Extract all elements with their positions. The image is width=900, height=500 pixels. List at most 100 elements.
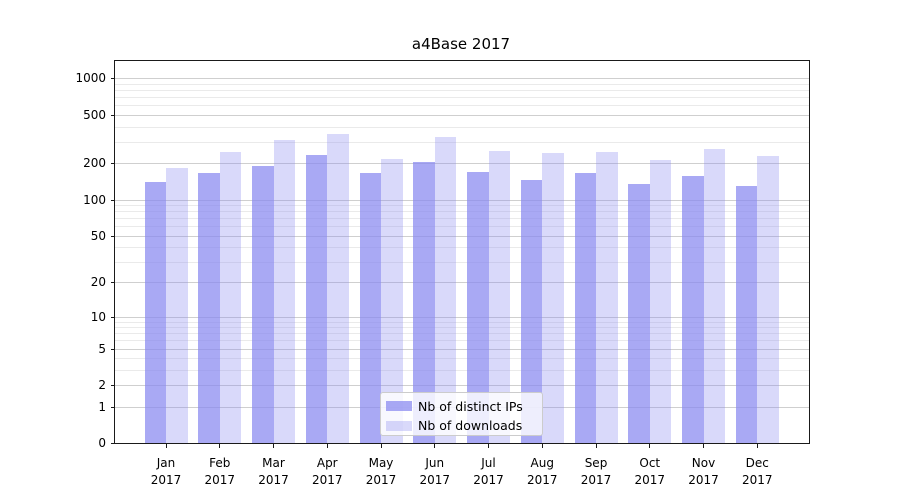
x-tick-year: 2017 [365, 472, 397, 487]
bar-apr-downloads [327, 133, 349, 444]
legend-swatch-distinct-ips [386, 401, 412, 411]
x-tick-mark [380, 444, 382, 448]
y-tick-mark [110, 443, 114, 445]
bar-mar-downloads [273, 139, 295, 444]
x-tick-month: Nov [691, 456, 716, 470]
y-tick-label-1: 1 [98, 399, 106, 414]
bar-jan-distinct-ips [144, 182, 166, 444]
bar-jun-downloads [434, 137, 457, 444]
y-gridline-minor [114, 211, 810, 213]
x-tick-year: 2017 [150, 472, 182, 487]
x-tick-year: 2017 [473, 472, 504, 487]
y-tick-mark [110, 163, 114, 165]
x-tick-label-nov: Nov 2017 [674, 455, 734, 488]
y-gridline-major-2 [114, 385, 810, 387]
bar-may-distinct-ips [359, 172, 381, 444]
y-gridline-minor [114, 218, 810, 220]
x-tick-month: Sep [584, 456, 608, 470]
y-tick-label-50: 50 [90, 228, 106, 243]
y-tick-label-1000: 1000 [75, 71, 106, 86]
x-tick-year: 2017 [688, 472, 719, 487]
x-tick-mark [273, 444, 274, 448]
bar-oct-downloads [649, 159, 672, 444]
x-tick-year: 2017 [204, 472, 236, 487]
x-tick-year: 2017 [634, 472, 666, 487]
x-tick-month: Jul [481, 456, 496, 470]
x-tick-mark [541, 444, 543, 448]
x-tick-year: 2017 [580, 472, 612, 487]
y-gridline-minor [114, 321, 810, 323]
legend: Nb of distinct IPs Nb of downloads [380, 392, 543, 436]
bar-nov-downloads [703, 148, 725, 444]
y-tick-mark [110, 316, 114, 318]
y-gridline-major-100 [114, 199, 810, 201]
bar-apr-distinct-ips [305, 154, 328, 444]
bar-feb-downloads [219, 152, 242, 444]
x-tick-year: 2017 [419, 472, 451, 487]
bar-aug-downloads [542, 153, 564, 444]
y-tick-mark [110, 348, 114, 350]
y-tick-mark [110, 406, 114, 408]
x-tick-mark [488, 444, 489, 448]
x-tick-mark [649, 444, 651, 448]
y-tick-label-100: 100 [83, 192, 106, 207]
x-tick-label-apr: Apr 2017 [297, 455, 357, 488]
bar-jan-downloads [166, 167, 188, 444]
x-tick-year: 2017 [311, 472, 343, 487]
y-gridline-major-1000 [114, 78, 810, 80]
y-tick-label-2: 2 [98, 378, 106, 393]
x-tick-label-mar: Mar 2017 [244, 455, 304, 488]
y-gridline-minor [114, 370, 810, 372]
x-tick-month: Oct [639, 456, 661, 470]
x-tick-month: Jun [425, 456, 445, 470]
bar-dec-distinct-ips [735, 185, 758, 444]
x-tick-month: May [368, 456, 394, 470]
x-tick-mark [595, 444, 597, 448]
x-tick-month: Aug [530, 456, 554, 470]
x-tick-mark [756, 444, 758, 448]
y-gridline-minor [114, 333, 810, 335]
bar-dec-downloads [757, 155, 779, 444]
x-tick-label-dec: Dec 2017 [727, 455, 787, 488]
x-tick-label-may: May 2017 [351, 455, 411, 488]
x-tick-label-sep: Sep 2017 [566, 455, 626, 488]
y-gridline-minor [114, 358, 810, 360]
bar-oct-distinct-ips [628, 184, 650, 444]
y-tick-mark [110, 199, 114, 201]
y-tick-label-0: 0 [98, 436, 106, 451]
x-tick-month: Jan [156, 456, 176, 470]
x-tick-mark [434, 444, 436, 448]
x-tick-label-jul: Jul 2017 [459, 455, 519, 488]
x-tick-month: Mar [262, 456, 285, 470]
y-tick-label-10: 10 [90, 309, 106, 324]
x-tick-mark [326, 444, 328, 448]
y-gridline-major-5 [114, 348, 810, 350]
bar-mar-distinct-ips [252, 165, 274, 444]
bar-jun-distinct-ips [413, 161, 435, 444]
y-gridline-major-200 [114, 163, 810, 165]
x-tick-label-jun: Jun 2017 [405, 455, 465, 488]
y-tick-label-200: 200 [83, 156, 106, 171]
y-gridline-minor [114, 327, 810, 329]
x-tick-mark [703, 444, 704, 448]
y-gridline-minor [114, 105, 810, 107]
x-tick-year: 2017 [526, 472, 558, 487]
y-tick-label-5: 5 [98, 341, 106, 356]
y-gridline-minor [114, 141, 810, 143]
x-tick-label-feb: Feb 2017 [190, 455, 250, 488]
y-gridline-major-50 [114, 235, 810, 237]
x-tick-mark [165, 444, 167, 448]
y-gridline-major-10 [114, 316, 810, 318]
bar-may-downloads [381, 158, 403, 444]
legend-label-distinct-ips: Nb of distinct IPs [418, 398, 523, 414]
x-tick-label-aug: Aug 2017 [512, 455, 572, 488]
y-gridline-minor [114, 126, 810, 128]
y-gridline-major-20 [114, 282, 810, 284]
bar-sep-distinct-ips [574, 172, 596, 444]
bar-feb-distinct-ips [198, 172, 220, 444]
y-tick-label-500: 500 [83, 108, 106, 123]
x-tick-year: 2017 [258, 472, 289, 487]
y-gridline-minor [114, 205, 810, 207]
